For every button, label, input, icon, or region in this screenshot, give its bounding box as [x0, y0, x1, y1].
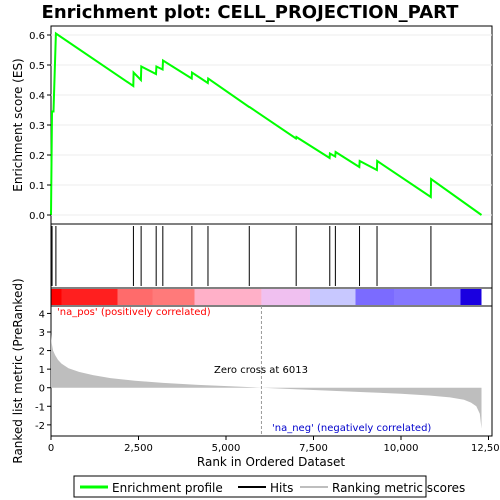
es-y-tick-label: 0.3	[29, 121, 45, 132]
hits-panel-frame	[50, 223, 493, 289]
es-y-ticks: 0.0 0.1 0.2 0.3 0.4 0.5 0.6	[29, 31, 51, 222]
es-gridlines	[51, 34, 492, 216]
es-y-axis-label: Enrichment score (ES)	[11, 58, 25, 191]
es-y-tick-label: 0.5	[29, 61, 45, 72]
metric-y-tick-label: 3	[39, 328, 45, 339]
gradient-segment	[394, 289, 461, 305]
gradient-segment	[310, 289, 356, 305]
gradient-segment	[152, 289, 195, 305]
x-tick-label: 10,000	[384, 443, 419, 454]
x-ticks: 0 2,500 5,000 7,500 10,000 12,500	[48, 436, 500, 454]
legend-metric-label: Ranking metric scores	[332, 481, 465, 495]
legend-enrichment-label: Enrichment profile	[112, 481, 223, 495]
es-y-tick-label: 0.2	[29, 151, 45, 162]
x-tick-label: 12,500	[471, 443, 500, 454]
zero-cross-label: Zero cross at 6013	[214, 365, 308, 376]
metric-y-axis-label: Ranked list metric (PreRanked)	[11, 278, 25, 463]
x-tick-label: 5,000	[212, 443, 241, 454]
gradient-segment	[117, 289, 153, 305]
x-tick-label: 7,500	[299, 443, 328, 454]
metric-y-tick-label: -2	[35, 421, 45, 432]
ranking-metric-area	[51, 333, 482, 429]
metric-y-tick-label: 0	[39, 384, 45, 395]
enrichment-profile-line	[50, 31, 483, 216]
gradient-segment	[51, 289, 62, 305]
neg-label: 'na_neg' (negatively correlated)	[272, 423, 431, 434]
x-tick-label: 2,500	[124, 443, 153, 454]
es-y-tick-label: 0.0	[29, 211, 45, 222]
metric-y-tick-label: 2	[39, 347, 45, 358]
legend-hits-label: Hits	[270, 481, 293, 495]
metric-y-ticks: -2 -1 0 1 2 3 4	[35, 309, 51, 432]
metric-y-tick-label: -1	[35, 402, 45, 413]
rank-gradient-bar	[51, 289, 482, 305]
chart-title: Enrichment plot: CELL_PROJECTION_PART	[42, 2, 460, 23]
es-y-tick-label: 0.1	[29, 181, 45, 192]
gradient-segment	[261, 289, 310, 305]
metric-y-tick-label: 1	[39, 365, 45, 376]
gradient-segment	[355, 289, 394, 305]
hits-markers	[51, 226, 432, 286]
x-tick-label: 0	[48, 443, 54, 454]
metric-y-tick-label: 4	[39, 309, 45, 320]
gradient-segment	[61, 289, 118, 305]
gradient-segment	[194, 289, 262, 305]
x-axis-label: Rank in Ordered Dataset	[197, 455, 345, 469]
pos-label: 'na_pos' (positively correlated)	[57, 307, 211, 318]
es-y-tick-label: 0.4	[29, 91, 45, 102]
es-y-tick-label: 0.6	[29, 31, 45, 42]
gradient-segment	[460, 289, 482, 305]
